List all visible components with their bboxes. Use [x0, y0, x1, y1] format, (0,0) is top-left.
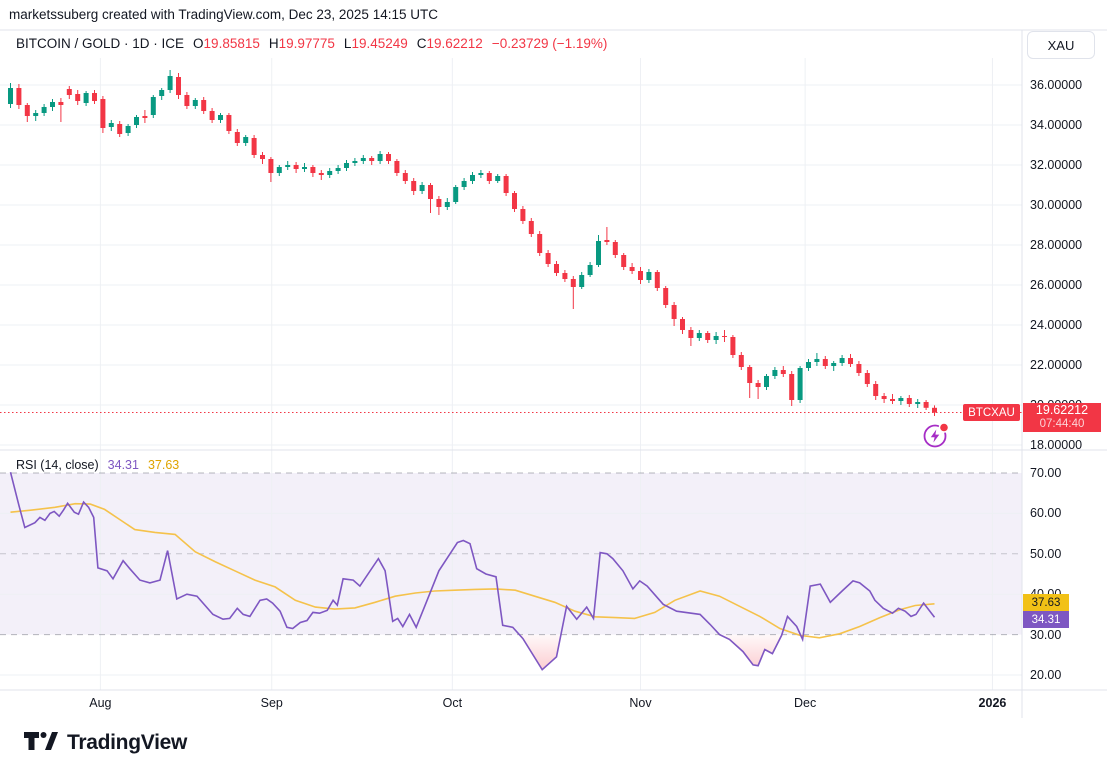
time-axis-tick: Nov: [629, 696, 652, 710]
price-axis-tick: 30.00000: [1030, 198, 1083, 212]
open-label: O: [193, 36, 204, 51]
tradingview-logo-icon: [24, 732, 58, 750]
rsi-legend: RSI (14, close) 34.31 37.63: [16, 458, 179, 472]
last-price-value: 19.62212: [1035, 403, 1089, 417]
price-axis-tick: 36.00000: [1030, 78, 1083, 92]
time-axis-tick: 2026: [978, 696, 1007, 710]
high-label: H: [268, 36, 279, 51]
time-axis-tick: Dec: [794, 696, 817, 710]
time-axis-tick: Sep: [260, 696, 283, 710]
ohlc-close: C19.62212: [417, 36, 483, 51]
currency-unit-button[interactable]: XAU: [1027, 31, 1095, 59]
symbol-title[interactable]: BITCOIN / GOLD · 1D · ICE: [16, 36, 185, 51]
symbol-legend: BITCOIN / GOLD · 1D · ICE O19.85815 H19.…: [16, 36, 607, 51]
rsi-oversold-fill: [10, 634, 935, 670]
rsi-value: 34.31: [107, 458, 139, 472]
bar-countdown: 07:44:40: [1039, 417, 1085, 430]
tradingview-logo-text: TradingView: [67, 731, 188, 754]
price-axis-tick: 18.00000: [1030, 438, 1083, 452]
close-value: 19.62212: [426, 36, 483, 51]
price-axis-tick: 22.00000: [1030, 358, 1083, 372]
time-axis-tick: Oct: [442, 696, 463, 710]
rsi-axis-tick: 20.00: [1030, 668, 1062, 682]
low-value: 19.45249: [351, 36, 408, 51]
tradingview-logo[interactable]: TradingView: [24, 731, 187, 755]
price-axis-tick: 26.00000: [1030, 278, 1083, 292]
price-axis-tick: 32.00000: [1030, 158, 1083, 172]
time-axis-tick: Aug: [89, 696, 112, 710]
open-value: 19.85815: [203, 36, 260, 51]
price-line-symbol-pill: BTCXAU: [963, 404, 1020, 421]
rsi-line: [9, 472, 936, 671]
flash-ideas-icon[interactable]: [920, 420, 950, 450]
rsi-ma-axis-label: 37.63: [1023, 594, 1069, 611]
change-value: −0.23729 (−1.19%): [491, 36, 608, 51]
rsi-title[interactable]: RSI (14, close): [16, 458, 99, 472]
rsi-axis-tick: 60.00: [1030, 506, 1062, 521]
price-axis-tick: 28.00000: [1030, 238, 1083, 252]
ohlc-low: L19.45249: [344, 36, 408, 51]
watermark: marketssuberg created with TradingView.c…: [9, 7, 438, 22]
ohlc-high: H19.97775: [269, 36, 335, 51]
rsi-axis-tick: 30.00: [1030, 627, 1062, 642]
rsi-axis-tick: 70.00: [1030, 466, 1062, 480]
rsi-ma-value: 37.63: [147, 458, 180, 472]
close-label: C: [416, 36, 427, 51]
price-axis-tick: 24.00000: [1030, 318, 1083, 332]
price-axis-tick: 34.00000: [1030, 118, 1083, 132]
high-value: 19.97775: [278, 36, 335, 51]
last-price-label: 19.62212 07:44:40: [1023, 403, 1101, 432]
ohlc-open: O19.85815: [193, 36, 260, 51]
rsi-axis-label: 34.31: [1023, 611, 1069, 628]
rsi-axis-tick: 50.00: [1030, 546, 1062, 561]
low-label: L: [343, 36, 352, 51]
candles: [8, 70, 937, 416]
